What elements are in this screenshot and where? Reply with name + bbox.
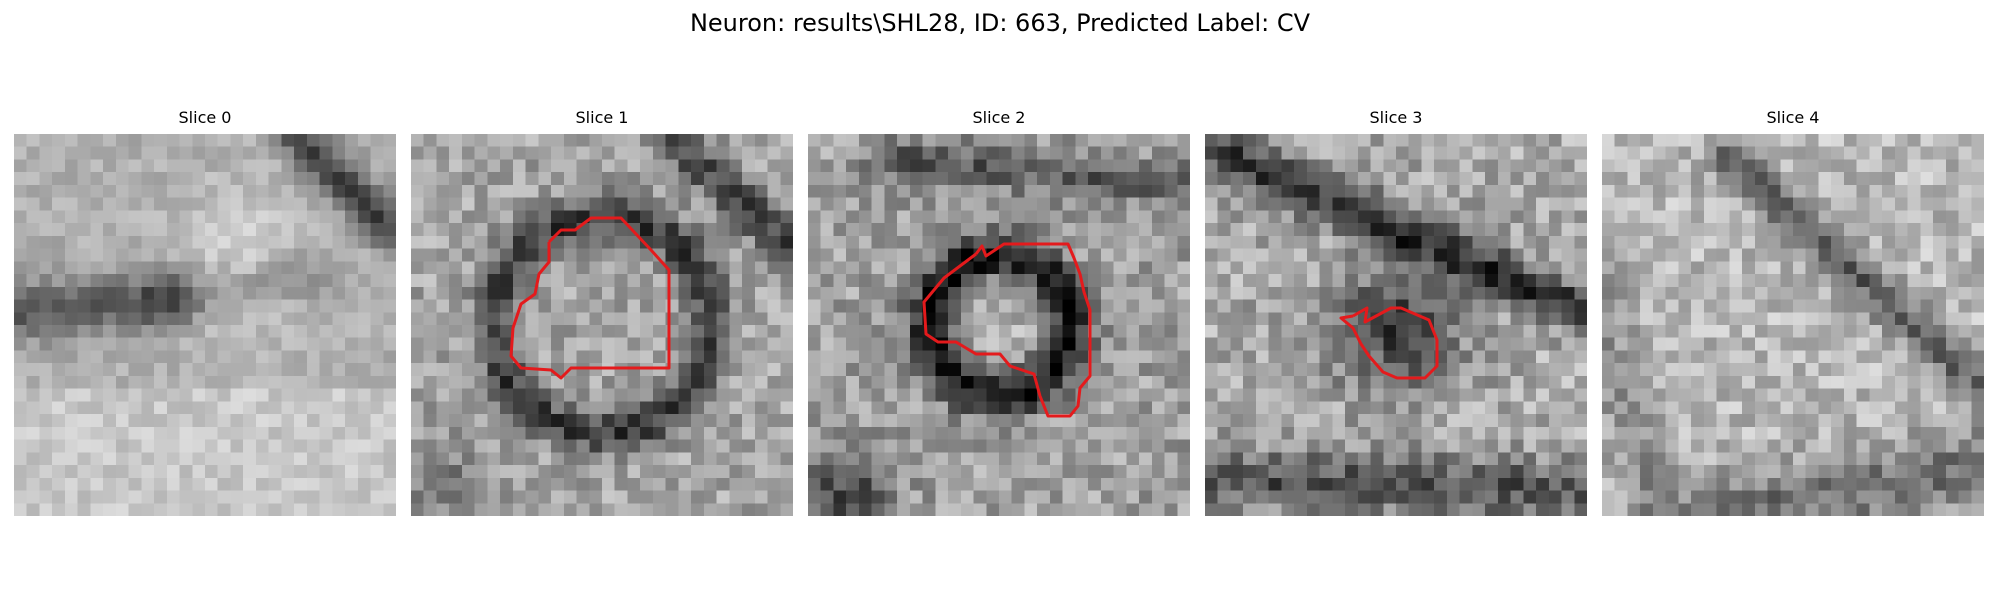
slice-image-4 (1602, 134, 1984, 516)
slice-image-3 (1205, 134, 1587, 516)
slice-title-1: Slice 1 (575, 108, 629, 127)
roi-contour (1339, 306, 1439, 380)
slice-overlay-3 (1339, 306, 1439, 380)
slice-panel-1: Slice 1 (411, 108, 793, 516)
slice-image-2 (808, 134, 1190, 516)
slice-image-1 (411, 134, 793, 516)
slice-title-0: Slice 0 (178, 108, 232, 127)
slice-panel-2: Slice 2 (808, 108, 1190, 516)
slice-panel-0: Slice 0 (14, 108, 396, 516)
slice-overlay-2 (922, 242, 1092, 418)
slice-title-4: Slice 4 (1766, 108, 1820, 127)
slice-panel-4: Slice 4 (1602, 108, 1984, 516)
roi-contour (922, 242, 1092, 418)
slice-image-0 (14, 134, 396, 516)
slice-overlay-1 (509, 216, 671, 380)
slice-title-3: Slice 3 (1369, 108, 1423, 127)
roi-contour (509, 216, 671, 380)
figure-title: Neuron: results\SHL28, ID: 663, Predicte… (689, 9, 1311, 37)
slice-title-2: Slice 2 (972, 108, 1026, 127)
slice-panel-3: Slice 3 (1205, 108, 1587, 516)
